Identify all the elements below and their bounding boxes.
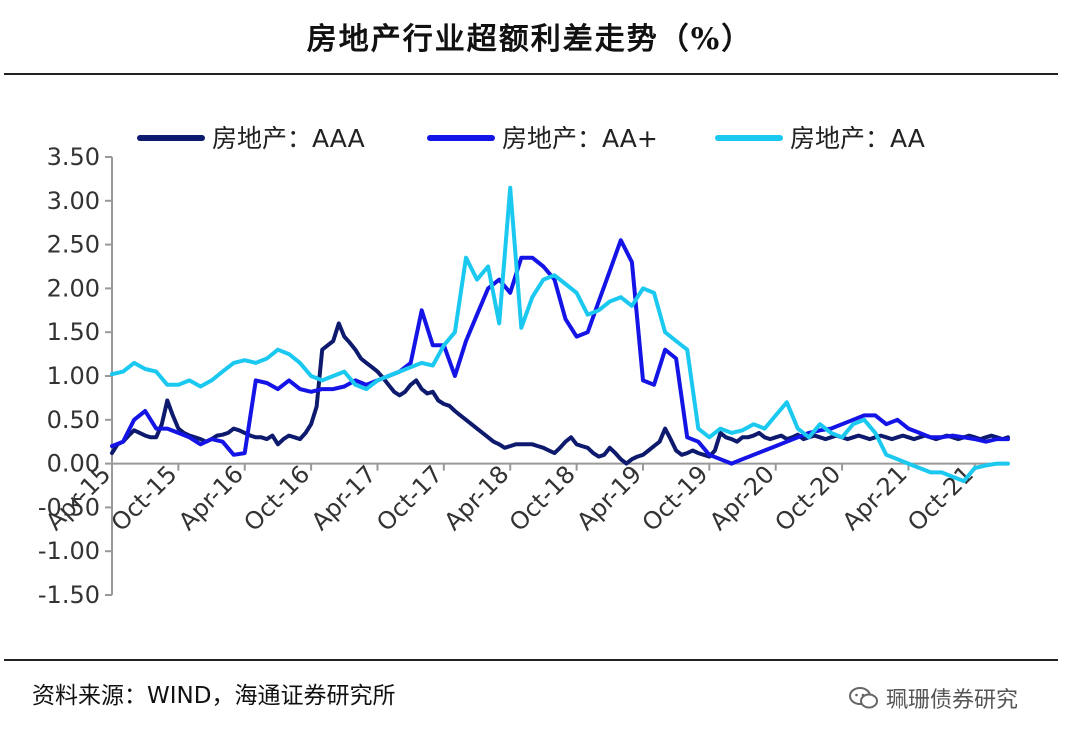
x-tick-label: Apr-20 (704, 460, 780, 536)
y-tick-label: 3.00 (47, 187, 100, 215)
x-tick-label: Apr-21 (837, 460, 913, 536)
y-tick-label: 3.50 (47, 143, 100, 171)
y-tick-label: -1.00 (38, 537, 100, 565)
x-tick-label: Apr-17 (306, 460, 382, 536)
x-tick-label: Oct-15 (106, 460, 183, 537)
series-line-3 (110, 185, 1010, 484)
series-line-1 (110, 321, 1010, 466)
watermark: 珮珊债券研究 (848, 682, 1018, 714)
x-tick-label: Apr-18 (439, 460, 515, 536)
y-tick-label: 2.50 (47, 231, 100, 259)
x-tick-label: Oct-17 (371, 460, 448, 537)
legend-label-3: 房地产：AA (790, 124, 925, 153)
watermark-text: 珮珊债券研究 (886, 688, 1019, 713)
chart-title: 房地产行业超额利差走势（%） (306, 22, 754, 57)
source-note: 资料来源：WIND，海通证券研究所 (32, 683, 396, 709)
bottom-divider (4, 659, 1058, 661)
y-tick-label: -0.50 (38, 493, 100, 521)
wechat-icon (849, 687, 878, 709)
y-tick-label: 2.00 (47, 274, 100, 302)
y-tick-label: 1.00 (47, 362, 100, 390)
x-tick-label: Apr-19 (571, 460, 647, 536)
top-divider (4, 73, 1058, 75)
series-line-2 (110, 238, 1010, 466)
x-tick-label: Oct-16 (238, 460, 315, 537)
x-tick-label: Oct-19 (637, 460, 714, 537)
y-tick-label: 0.00 (47, 450, 100, 478)
y-tick-label: 1.50 (47, 318, 100, 346)
x-tick-label: Oct-18 (504, 460, 581, 537)
y-tick-label: -1.50 (38, 581, 100, 609)
y-tick-label: 0.50 (47, 406, 100, 434)
legend-label-1: 房地产：AAA (212, 124, 365, 153)
legend-label-2: 房地产：AA+ (502, 124, 658, 153)
x-tick-label: Apr-16 (173, 460, 249, 536)
x-tick-label: Oct-20 (769, 460, 846, 537)
line-chart: 3.50 3.00 2.50 2.00 1.50 1.00 0.50 0.00 -0.50 -1.… (38, 124, 1010, 609)
